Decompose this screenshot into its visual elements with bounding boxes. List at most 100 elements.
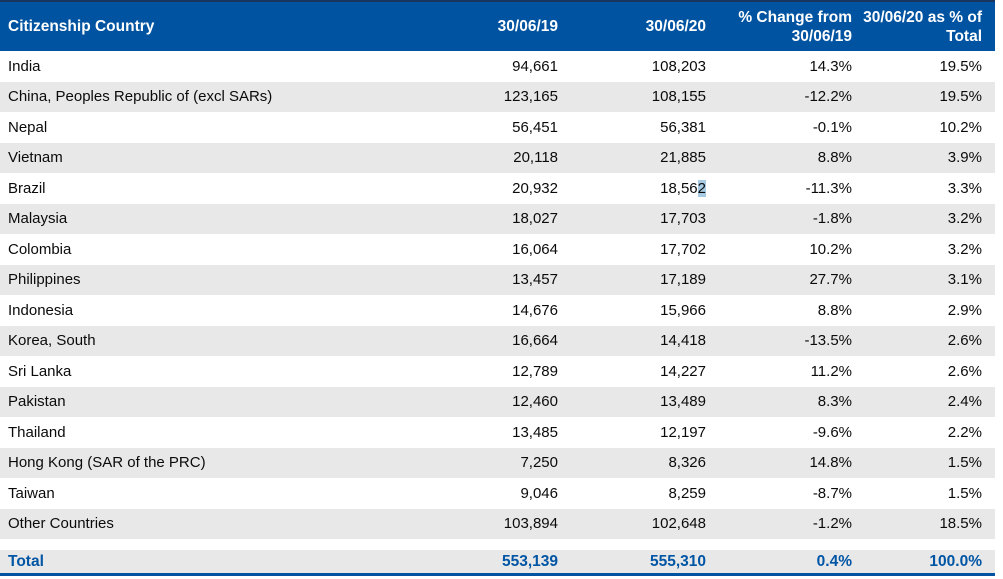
table-row: Brazil 20,932 18,562 -11.3% 3.3% — [0, 173, 995, 204]
value-2020-cell: 21,885 — [660, 149, 706, 167]
country-cell: Hong Kong (SAR of the PRC) — [8, 454, 206, 472]
value-2019-cell: 12,460 — [512, 393, 558, 411]
share-cell: 3.2% — [947, 240, 982, 258]
total-2020-cell: 555,310 — [649, 552, 706, 570]
share-cell: 3.3% — [947, 179, 982, 197]
value-2020-cell: 8,326 — [668, 454, 706, 472]
change-cell: 8.8% — [817, 301, 852, 319]
value-2020-cell: 102,648 — [651, 515, 706, 533]
share-cell: 18.5% — [939, 515, 982, 533]
change-cell: -11.3% — [805, 179, 852, 197]
value-2020-cell: 8,259 — [668, 484, 706, 502]
change-cell: -8.7% — [812, 484, 852, 502]
value-2020-cell: 17,702 — [660, 240, 706, 258]
country-cell: Philippines — [8, 271, 81, 289]
value-2020-cell: 108,203 — [651, 57, 706, 75]
value-2020-text: 18,56 — [660, 179, 698, 197]
share-cell: 2.4% — [947, 393, 982, 411]
country-cell: Pakistan — [8, 393, 66, 411]
share-cell: 19.5% — [939, 57, 982, 75]
value-2019-cell: 123,165 — [503, 88, 558, 106]
table-row: China, Peoples Republic of (excl SARs) 12… — [0, 81, 995, 112]
change-cell: -12.2% — [804, 88, 852, 106]
row-spacer — [0, 539, 995, 550]
country-cell: Colombia — [8, 240, 72, 258]
share-cell: 3.9% — [947, 149, 982, 167]
value-2019-cell: 16,664 — [512, 332, 558, 350]
change-cell: 14.3% — [809, 57, 852, 75]
value-2019-cell: 7,250 — [520, 454, 558, 472]
change-cell: 14.8% — [809, 454, 852, 472]
country-cell: Vietnam — [8, 149, 63, 167]
country-cell: India — [8, 57, 41, 75]
share-cell: 2.6% — [947, 332, 982, 350]
value-2020-cell: 18,562 — [564, 179, 712, 197]
value-2020-cell: 12,197 — [660, 423, 706, 441]
share-cell: 3.2% — [947, 210, 982, 228]
table-row: Malaysia 18,027 17,703 -1.8% 3.2% — [0, 203, 995, 234]
value-2020-cell: 17,189 — [660, 271, 706, 289]
value-2019-cell: 20,932 — [512, 179, 558, 197]
table-row: Vietnam 20,118 21,885 8.8% 3.9% — [0, 142, 995, 173]
share-cell: 2.9% — [947, 301, 982, 319]
change-cell: 27.7% — [809, 271, 852, 289]
value-2020-cell: 108,155 — [651, 88, 706, 106]
change-cell: -13.5% — [804, 332, 852, 350]
country-cell: Malaysia — [8, 210, 68, 228]
share-cell: 19.5% — [939, 88, 982, 106]
table-row: Colombia 16,064 17,702 10.2% 3.2% — [0, 234, 995, 265]
change-cell: -1.2% — [812, 515, 852, 533]
change-cell: 11.2% — [810, 362, 852, 380]
share-cell: 1.5% — [947, 454, 982, 472]
country-cell: Other Countries — [8, 515, 114, 533]
country-cell: Thailand — [8, 423, 66, 441]
column-header-citizenship-country: Citizenship Country — [8, 18, 155, 35]
share-cell: 10.2% — [939, 118, 982, 136]
column-header-pct-change: % Change from 30/06/19 — [738, 8, 852, 45]
country-cell: Sri Lanka — [8, 362, 72, 380]
total-2019-cell: 553,139 — [501, 552, 558, 570]
column-header-30-06-19: 30/06/19 — [497, 18, 558, 35]
total-label: Total — [8, 552, 44, 570]
country-cell: China, Peoples Republic of (excl SARs) — [8, 88, 273, 106]
value-2020-cell: 14,227 — [660, 362, 706, 380]
value-2020-cell: 15,966 — [660, 301, 706, 319]
table-row: Other Countries 103,894 102,648 -1.2% 18.5% — [0, 508, 995, 539]
value-2019-cell: 13,457 — [512, 271, 558, 289]
table-row: Philippines 13,457 17,189 27.7% 3.1% — [0, 264, 995, 295]
share-cell: 2.6% — [947, 362, 982, 380]
change-cell: -9.6% — [812, 423, 852, 441]
change-cell: -1.8% — [812, 210, 852, 228]
value-2019-cell: 16,064 — [512, 240, 558, 258]
share-cell: 2.2% — [947, 423, 982, 441]
country-cell: Korea, South — [8, 332, 96, 350]
value-2020-cell: 17,703 — [660, 210, 706, 228]
table-row: Thailand 13,485 12,197 -9.6% 2.2% — [0, 417, 995, 448]
value-2019-cell: 20,118 — [513, 149, 558, 167]
value-2019-cell: 94,661 — [512, 57, 558, 75]
change-cell: 10.2% — [809, 240, 852, 258]
change-cell: -0.1% — [812, 118, 852, 136]
country-cell: Brazil — [8, 179, 46, 197]
table-header-row: Citizenship Country 30/06/19 30/06/20 % … — [0, 0, 995, 51]
value-2019-cell: 12,789 — [512, 362, 558, 380]
country-cell: Indonesia — [8, 301, 74, 319]
value-2019-cell: 13,485 — [512, 423, 558, 441]
change-cell: 8.8% — [817, 149, 852, 167]
total-change-cell: 0.4% — [816, 552, 852, 570]
country-cell: Taiwan — [8, 484, 55, 502]
value-2019-cell: 56,451 — [512, 118, 558, 136]
table-row: Sri Lanka 12,789 14,227 11.2% 2.6% — [0, 356, 995, 387]
share-cell: 1.5% — [947, 484, 982, 502]
share-cell: 3.1% — [947, 271, 982, 289]
table-row: Pakistan 12,460 13,489 8.3% 2.4% — [0, 386, 995, 417]
selected-text-highlight: 2 — [697, 179, 706, 197]
value-2020-cell: 56,381 — [660, 118, 706, 136]
table-body: India 94,661 108,203 14.3% 19.5% China, Peopl… — [0, 51, 995, 539]
table-row: India 94,661 108,203 14.3% 19.5% — [0, 51, 995, 82]
value-2020-cell: 14,418 — [660, 332, 706, 350]
total-share-cell: 100.0% — [929, 552, 982, 570]
change-cell: 8.3% — [817, 393, 852, 411]
column-header-30-06-20: 30/06/20 — [645, 18, 706, 35]
